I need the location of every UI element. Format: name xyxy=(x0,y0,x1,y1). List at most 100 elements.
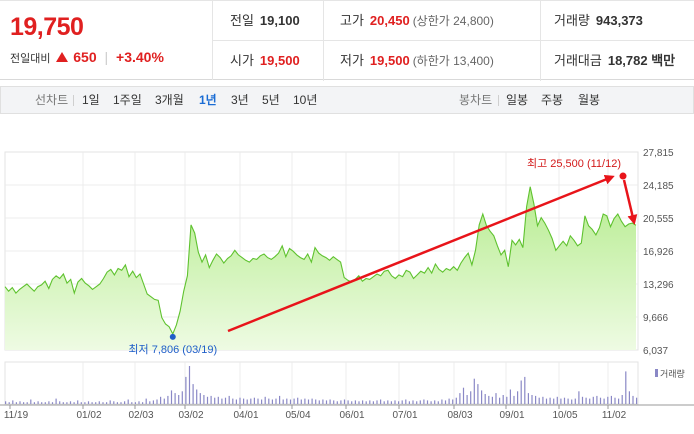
volume-bar xyxy=(549,397,551,404)
period-5y[interactable]: 5년 xyxy=(262,93,280,107)
volume-bar xyxy=(160,396,162,404)
volume-bar xyxy=(618,398,620,404)
volume-bar xyxy=(322,399,324,404)
volume-bar xyxy=(41,402,43,404)
volume-bar xyxy=(365,401,367,404)
volume-bar xyxy=(48,401,50,404)
volume-bar xyxy=(506,396,508,404)
volume-bar xyxy=(66,402,68,404)
volume-bar xyxy=(499,397,501,404)
volume-bar xyxy=(596,395,598,404)
low-annotation: 최저 7,806 (03/19) xyxy=(128,343,217,356)
volume-bar xyxy=(95,402,97,404)
volume-bar xyxy=(632,395,634,404)
price-change: 전일대비 650 | +3.40% xyxy=(10,49,164,66)
volume-bar xyxy=(127,399,129,404)
volume-bar xyxy=(19,401,21,404)
volume-bar xyxy=(178,395,180,404)
upper-limit: (상한가 24,800) xyxy=(412,14,494,28)
volume-bar xyxy=(134,402,136,404)
volume-bar xyxy=(69,401,72,404)
volume-bar xyxy=(444,400,447,404)
x-tick-label: 09/01 xyxy=(499,410,524,421)
volume-bar xyxy=(149,401,151,404)
volume-bar xyxy=(124,401,126,404)
prev-close-value: 19,100 xyxy=(259,13,300,28)
volume-bar xyxy=(318,400,320,404)
volume-bar xyxy=(466,395,468,404)
info-row-2: 시가 19,500 저가 19,500 (하한가 13,400) 거래대금 18,782… xyxy=(213,41,694,81)
volume-bar xyxy=(315,399,317,404)
volume-bar xyxy=(578,391,580,404)
volume-bar xyxy=(30,399,32,404)
candle-monthly[interactable]: 월봉 xyxy=(578,93,601,107)
volume-bar xyxy=(102,402,104,404)
volume-bar xyxy=(37,401,39,404)
volume-bar xyxy=(535,395,537,404)
volume-bar xyxy=(390,401,392,404)
period-3m[interactable]: 3개월 xyxy=(155,93,184,107)
volume-bar xyxy=(459,393,461,404)
price-chart-svg: 27,815 24,185 20,555 16,926 13,296 9,666 6,037… xyxy=(0,148,694,421)
volume-bar xyxy=(15,402,17,404)
volume-bar xyxy=(109,400,111,404)
period-3y[interactable]: 3년 xyxy=(231,93,249,107)
y-tick-label: 16,926 xyxy=(643,247,674,258)
period-1y[interactable]: 1년 xyxy=(199,93,217,107)
trade-value: 거래대금 18,782 백만 xyxy=(554,41,675,81)
change-amount: 650 xyxy=(73,49,97,65)
volume-bar xyxy=(80,402,82,404)
volume-bar xyxy=(142,402,144,404)
volume-bar xyxy=(347,400,349,404)
period-1w[interactable]: 1주일 xyxy=(113,93,142,107)
up-triangle-icon xyxy=(56,52,69,62)
y-tick-label: 27,815 xyxy=(643,148,674,159)
period-1d[interactable]: 1일 xyxy=(82,93,100,107)
volume-bar xyxy=(145,398,147,404)
candle-daily[interactable]: 일봉 xyxy=(506,93,529,107)
volume-bar xyxy=(376,400,378,404)
candle-chart-caption: 봉차트 xyxy=(459,93,493,107)
high-annotation: 최고 25,500 (11/12) xyxy=(527,157,621,170)
volume-bar xyxy=(434,400,436,404)
volume-bar xyxy=(545,398,548,404)
volume-bar xyxy=(556,396,558,404)
x-tick-label: 01/02 xyxy=(76,410,101,421)
volume-bar xyxy=(571,399,573,404)
volume-bar xyxy=(275,398,277,404)
volume-bar xyxy=(502,395,504,404)
volume-bar xyxy=(307,399,310,404)
volume-frame xyxy=(4,361,639,405)
volume-bar xyxy=(607,396,609,404)
x-tick-label: 11/19 xyxy=(4,410,29,421)
volume-bar xyxy=(333,400,335,404)
volume-bar xyxy=(481,390,483,404)
y-tick-label: 24,185 xyxy=(643,181,674,192)
volume-label: 거래량 xyxy=(554,13,590,28)
low-marker xyxy=(169,333,176,340)
candle-weekly[interactable]: 주봉 xyxy=(541,93,564,107)
volume-bar xyxy=(336,401,338,404)
volume-bar xyxy=(340,400,342,404)
low-price: 저가 19,500 (하한가 13,400) xyxy=(340,41,494,81)
volume-bar xyxy=(196,389,198,404)
volume-bar xyxy=(91,402,93,404)
volume-bar xyxy=(5,401,7,404)
chart-period-bar: 선차트 1일 1주일 3개월 1년 3년 5년 10년 봉차트 일봉 주봉 월봉 xyxy=(0,86,694,114)
y-tick-label: 9,666 xyxy=(643,313,668,324)
divider xyxy=(498,95,499,106)
volume-bar xyxy=(59,401,61,404)
volume-bar xyxy=(246,399,248,404)
volume-bar xyxy=(369,400,371,404)
x-tick-label: 03/02 xyxy=(178,410,203,421)
period-10y[interactable]: 10년 xyxy=(293,93,318,107)
volume-bar xyxy=(311,398,313,404)
open-price: 시가 19,500 xyxy=(230,41,300,81)
volume-bar xyxy=(412,400,414,404)
volume-bar xyxy=(192,384,194,404)
volume-bar xyxy=(268,398,270,404)
volume-bar xyxy=(387,400,389,404)
volume-bar xyxy=(351,401,353,404)
volume-bar xyxy=(188,366,191,404)
volume-bar xyxy=(271,399,273,404)
